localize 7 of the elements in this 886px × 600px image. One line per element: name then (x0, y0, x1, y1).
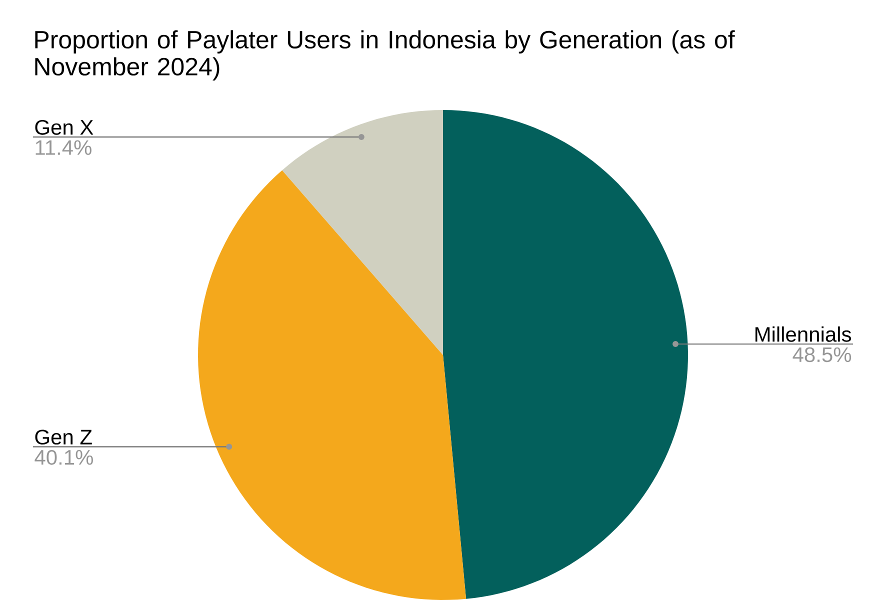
data-label: 40.1% (34, 450, 93, 465)
slice-label: Gen X (35, 120, 94, 135)
slice-label: Millennials (755, 326, 852, 342)
chart-title: Proportion of Paylater Users in Indonesia by Generation (as of November 2024) (35, 30, 735, 80)
data-label: 48.5% (792, 347, 852, 362)
slice-label: Gen Z (35, 430, 92, 445)
data-label: 11.4% (36, 140, 92, 155)
